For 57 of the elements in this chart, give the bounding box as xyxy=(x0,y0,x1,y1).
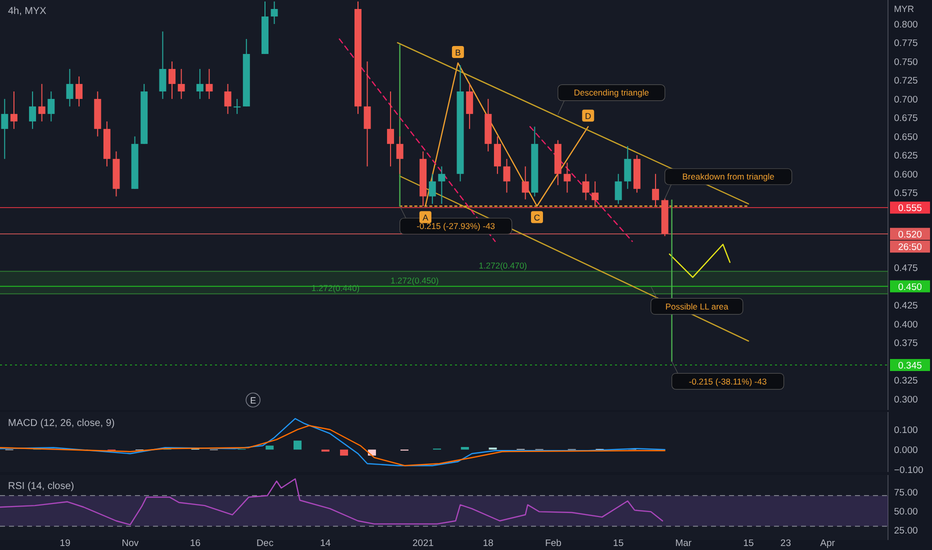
x-tick-label: Nov xyxy=(122,538,139,549)
y-tick-label: 0.425 xyxy=(894,300,918,312)
x-tick-label: Dec xyxy=(256,538,274,549)
y-tick-label: 0.650 xyxy=(894,132,918,143)
text: MACD (12, 26, close, 9) xyxy=(8,418,115,429)
y-tick-label: 0.575 xyxy=(894,188,918,200)
annotation: D xyxy=(585,111,592,122)
y-tick-label: 0.100 xyxy=(894,425,918,436)
y-axis-title: MYR xyxy=(894,4,914,14)
y-tick-label: 0.000 xyxy=(894,445,918,456)
marker-badge: E xyxy=(246,392,260,408)
x-tick-label: Feb xyxy=(545,538,562,549)
x-tick-label: 2021 xyxy=(412,538,434,549)
annotation: Descending triangle xyxy=(574,88,650,98)
ref-line-label: 0.555 xyxy=(898,203,922,214)
x-tick-label: 18 xyxy=(482,538,494,549)
annotation: C xyxy=(534,212,540,223)
x-tick-label: 15 xyxy=(613,538,624,549)
text: RSI (14, close) xyxy=(8,481,74,492)
x-tick-label: Mar xyxy=(675,538,692,549)
annotation: 26:50 xyxy=(898,242,922,254)
x-tick-label: 19 xyxy=(60,538,70,549)
y-tick-label: 0.325 xyxy=(894,376,918,387)
x-tick-label: Apr xyxy=(820,538,835,549)
annotation: Breakdown from triangle xyxy=(682,172,775,182)
y-tick-label: 0.750 xyxy=(894,56,918,68)
y-tick-label: 25.00 xyxy=(894,526,918,537)
annotation: -0.215 (-38.11%) -43 xyxy=(688,376,767,386)
annotation: Possible LL area xyxy=(665,301,729,312)
y-tick-label: 0.625 xyxy=(894,150,918,162)
y-tick-label: 0.700 xyxy=(894,94,918,106)
y-tick-label: −0.100 xyxy=(894,465,924,476)
y-tick-label: 0.775 xyxy=(894,38,918,50)
ref-line-label: 0.520 xyxy=(898,229,922,240)
x-tick-label: 15 xyxy=(743,538,754,549)
annotation: 1.272(0.450) xyxy=(390,275,439,286)
text: 4h, MYX xyxy=(8,6,47,17)
annotation: -0.215 (-27.93%) -43 xyxy=(416,221,496,232)
y-tick-label: 0.725 xyxy=(894,76,918,87)
y-tick-label: 0.600 xyxy=(894,169,918,180)
annotation: E xyxy=(250,396,256,406)
ref-line-label: 0.345 xyxy=(898,360,922,372)
annotation: B xyxy=(455,47,462,58)
y-tick-label: 0.800 xyxy=(894,19,918,30)
x-tick-label: 23 xyxy=(780,538,792,549)
y-tick-label: 0.300 xyxy=(894,394,918,406)
y-tick-label: 0.675 xyxy=(894,113,918,124)
x-tick-label: 14 xyxy=(320,538,331,549)
y-tick-label: 0.375 xyxy=(894,338,918,350)
ref-line-label: 0.450 xyxy=(898,282,922,293)
annotation: A xyxy=(422,212,429,223)
x-tick-label: 16 xyxy=(190,538,201,549)
y-tick-label: 0.400 xyxy=(894,319,918,330)
y-tick-label: 75.00 xyxy=(894,487,918,498)
y-tick-label: 0.475 xyxy=(894,263,918,274)
y-tick-label: 50.00 xyxy=(894,506,918,518)
annotation: 1.272(0.470) xyxy=(478,260,528,270)
